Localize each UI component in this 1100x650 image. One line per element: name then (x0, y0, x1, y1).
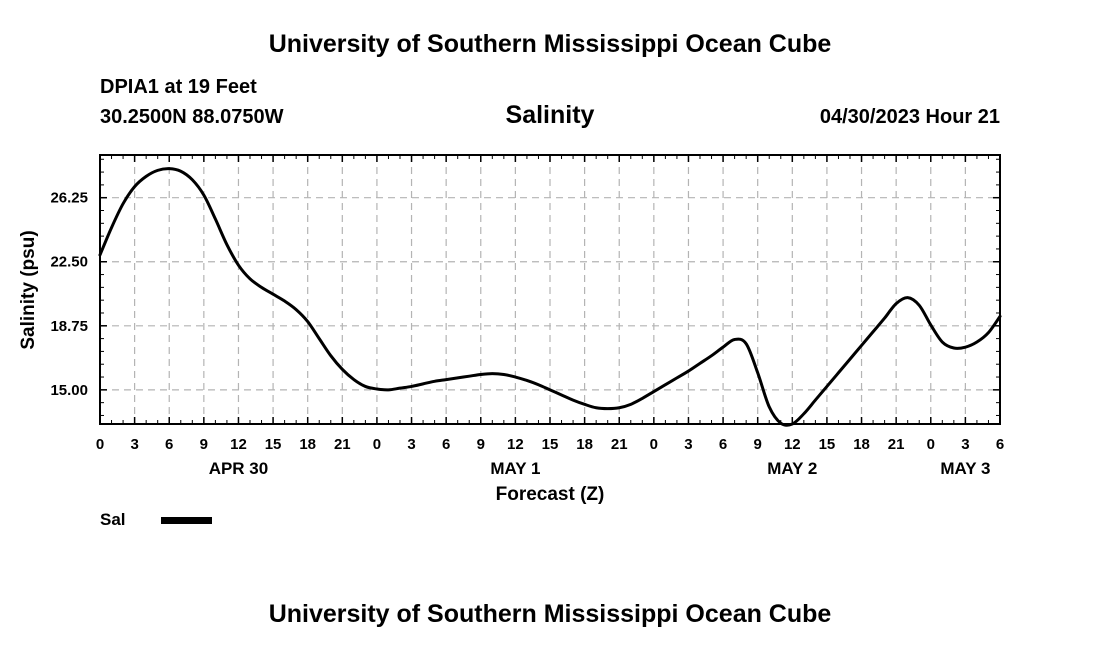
x-tick-label: 6 (442, 436, 450, 453)
forecast-time: 04/30/2023 Hour 21 (819, 106, 1000, 128)
x-tick-label: 12 (784, 436, 801, 453)
x-tick-label: 0 (96, 436, 104, 453)
x-axis-label: Forecast (Z) (496, 484, 605, 505)
x-tick-label: 18 (299, 436, 316, 453)
x-tick-label: 18 (853, 436, 870, 453)
station-coordinates: 30.2500N 88.0750W (100, 106, 284, 128)
y-tick-label: 22.50 (50, 254, 88, 271)
series-layer (98, 167, 1002, 427)
x-tick-label: 12 (230, 436, 247, 453)
day-label: MAY 2 (767, 459, 817, 478)
x-tick-label: 18 (576, 436, 593, 453)
day-label: MAY 3 (940, 459, 990, 478)
axis-ticks (99, 155, 1001, 424)
x-tick-label: 9 (200, 436, 208, 453)
y-tick-label: 15.00 (50, 382, 88, 399)
day-label: MAY 1 (490, 459, 540, 478)
x-tick-label: 3 (684, 436, 692, 453)
x-tick-label: 9 (477, 436, 485, 453)
x-tick-label: 6 (996, 436, 1004, 453)
x-tick-label: 6 (165, 436, 173, 453)
x-tick-label: 6 (719, 436, 727, 453)
y-tick-label: 26.25 (50, 190, 88, 207)
x-tick-label: 0 (927, 436, 935, 453)
day-label: APR 30 (209, 459, 269, 478)
station-name: DPIA1 at 19 Feet (100, 76, 257, 98)
axis-labels: Forecast (Z) Salinity (psu) 0 3 6 9 12 15 18 21… (18, 190, 1004, 505)
x-tick-label: 3 (961, 436, 969, 453)
page-title: University of Southern Mississippi Ocean… (268, 30, 832, 58)
x-tick-label: 0 (650, 436, 658, 453)
x-tick-label: 21 (611, 436, 628, 453)
grid-lines (100, 155, 1000, 424)
x-tick-label: 15 (542, 436, 559, 453)
x-tick-label: 12 (507, 436, 524, 453)
x-tick-label: 3 (130, 436, 138, 453)
x-tick-label: 3 (407, 436, 415, 453)
x-tick-label: 9 (754, 436, 762, 453)
series-line-sal (98, 167, 1002, 427)
x-tick-label: 15 (265, 436, 282, 453)
y-tick-label: 18.75 (50, 318, 88, 335)
x-tick-label: 15 (819, 436, 836, 453)
x-tick-label: 0 (373, 436, 381, 453)
legend-swatch (161, 517, 212, 524)
footer-title: University of Southern Mississippi Ocean… (268, 600, 832, 628)
x-tick-label: 21 (888, 436, 905, 453)
x-tick-label: 21 (334, 436, 351, 453)
y-axis-label: Salinity (psu) (18, 230, 39, 349)
chart-title: Salinity (505, 101, 595, 129)
legend-label: Sal (100, 510, 126, 529)
